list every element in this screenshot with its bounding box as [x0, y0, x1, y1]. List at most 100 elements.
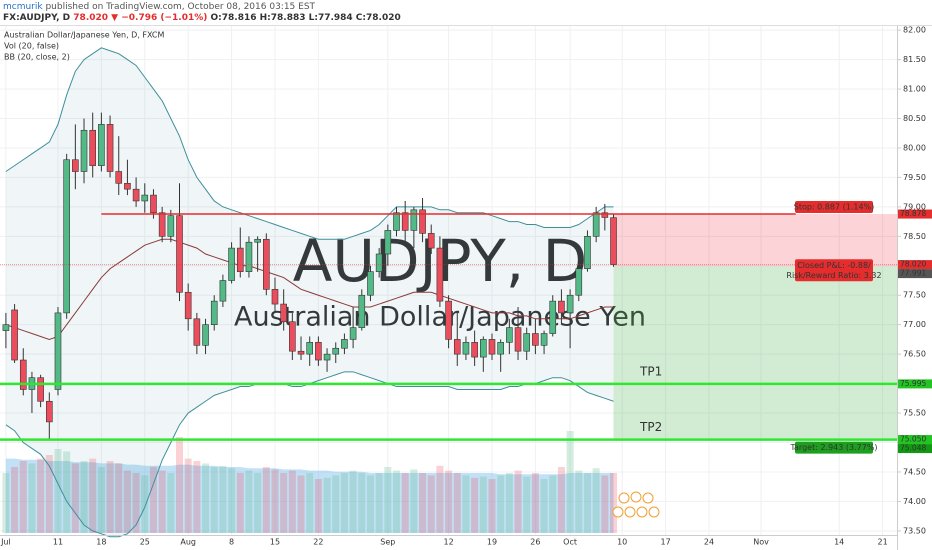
volume-bar: [193, 461, 201, 533]
candle-body: [315, 342, 322, 361]
candle-body: [497, 342, 504, 355]
x-tick-label: 18: [96, 538, 106, 547]
x-tick-label: 22: [313, 538, 323, 547]
volume-bar: [115, 463, 123, 533]
price-label-box: [898, 209, 932, 219]
author[interactable]: mcmurik: [3, 2, 43, 12]
volume-bar: [97, 467, 105, 533]
volume-bar: [184, 458, 192, 533]
y-tick-label: 78.50: [903, 232, 926, 241]
volume-bar: [366, 475, 374, 533]
candle-body: [184, 291, 192, 320]
volume-bar: [228, 468, 236, 533]
candle-body: [72, 159, 79, 172]
volume-bar: [141, 475, 149, 533]
candle-body: [219, 280, 227, 302]
event-icon[interactable]: [624, 506, 636, 518]
volume-bar: [132, 473, 140, 533]
candle-body: [11, 309, 18, 361]
candle-body: [480, 339, 487, 358]
header-line: mcmurik published on TradingView.com, Oc…: [3, 2, 316, 12]
volume-bar: [2, 473, 10, 533]
candle-body: [610, 217, 617, 265]
volume-bar: [549, 475, 557, 533]
volume-bar: [436, 465, 444, 533]
candle-body: [532, 333, 539, 346]
x-tick-label: Aug: [180, 538, 196, 547]
candle-body: [141, 194, 149, 202]
volume-bar: [262, 467, 270, 533]
candle-body: [297, 350, 305, 355]
volume-bar: [89, 458, 97, 533]
volume-bar: [202, 463, 210, 533]
volume-bar: [375, 473, 383, 533]
volume-bar: [610, 473, 618, 533]
candle-body: [323, 353, 331, 361]
x-tick-label: 15: [270, 538, 280, 547]
volume-bar: [54, 449, 62, 533]
candle-body: [401, 212, 409, 231]
candle-body: [592, 212, 600, 237]
volume-bar: [557, 467, 565, 533]
volume-bar: [505, 473, 513, 533]
volume-bar: [236, 473, 244, 533]
tp-label: TP2: [639, 420, 662, 434]
volume-bar: [453, 473, 461, 533]
y-tick-label: 76.50: [903, 350, 926, 359]
event-icon[interactable]: [642, 492, 654, 504]
candle-body: [575, 268, 583, 296]
event-icon[interactable]: [636, 506, 648, 518]
volume-bar: [123, 470, 131, 533]
candle-body: [488, 339, 496, 355]
event-icon[interactable]: [648, 506, 660, 518]
candle-body: [540, 333, 548, 346]
volume-bar: [19, 461, 27, 533]
candle-body: [37, 377, 44, 402]
candle-body: [236, 247, 244, 272]
volume-bar: [37, 458, 45, 533]
price-label: 78.020: [900, 260, 926, 269]
volume-bar: [297, 475, 305, 533]
pnl-label: Closed P&L: -0.88/: [797, 261, 871, 270]
y-tick-label: 73.50: [903, 526, 926, 535]
volume-bar: [149, 467, 157, 533]
y-tick-label: 74.50: [903, 467, 926, 476]
volume-bar: [340, 473, 348, 533]
volume-bar: [314, 479, 322, 533]
volume-bar: [540, 479, 548, 533]
candle-body: [445, 300, 452, 340]
volume-bar: [358, 473, 366, 533]
event-icons[interactable]: [612, 491, 660, 518]
bb-upper: [5, 47, 614, 240]
price-label: 75.995: [900, 379, 926, 388]
event-icon[interactable]: [618, 492, 630, 504]
candle-body: [210, 300, 218, 325]
volume-bar: [488, 479, 496, 533]
y-tick-label: 77.50: [903, 291, 926, 300]
volume-bar: [349, 470, 357, 533]
y-tick-label: 75.50: [903, 409, 926, 418]
candle-body: [523, 333, 531, 352]
x-tick-label: Oct: [563, 538, 577, 547]
candle-body: [176, 215, 183, 293]
candle-body: [471, 342, 478, 358]
volume-bar: [271, 469, 279, 533]
y-tick-label: 81.50: [903, 55, 926, 64]
y-tick-label: 77.00: [903, 320, 926, 329]
candle-body: [132, 188, 140, 202]
x-tick-label: 12: [443, 538, 453, 547]
volume-bar: [514, 470, 522, 533]
candle-body: [19, 359, 27, 390]
candle-body: [306, 342, 314, 355]
x-tick-label: 8: [229, 538, 234, 547]
event-icon[interactable]: [612, 506, 624, 518]
published: published on TradingView.com, October 08…: [43, 2, 316, 12]
volume-bar: [80, 461, 88, 533]
candle-body: [158, 212, 166, 237]
volume-bar: [306, 473, 314, 533]
candle-body: [106, 124, 114, 172]
volume-bar: [106, 461, 114, 533]
candle-body: [63, 159, 70, 314]
event-icon[interactable]: [630, 491, 642, 503]
candle-body: [341, 339, 348, 349]
